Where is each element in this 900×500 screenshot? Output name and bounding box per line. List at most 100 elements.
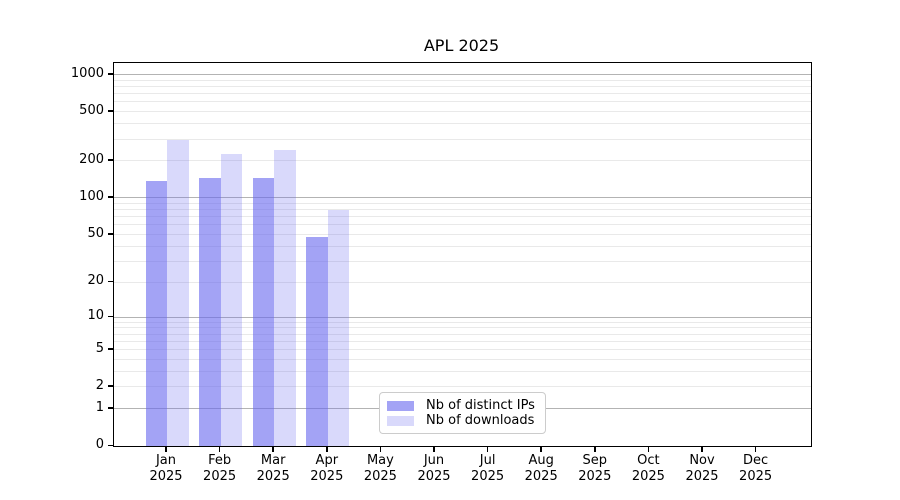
bar-downloads-mar [274, 150, 296, 446]
plot-area [113, 62, 812, 447]
legend-entry: Nb of distinct IPs [387, 398, 537, 413]
x-tick-label: Oct 2025 [620, 453, 676, 485]
grid-line-minor [114, 386, 811, 388]
x-tick-year: 2025 [524, 469, 558, 484]
legend: Nb of distinct IPs Nb of downloads [379, 392, 546, 434]
x-tick-year: 2025 [149, 469, 183, 484]
y-tick-mark [108, 407, 113, 409]
bar-downloads-feb [220, 153, 243, 446]
grid-line-minor [114, 160, 811, 162]
y-tick-mark [108, 110, 113, 112]
x-tick-mark [754, 446, 757, 452]
x-tick-year: 2025 [685, 469, 719, 484]
grid-line-minor [114, 93, 811, 95]
grid-line-minor [114, 281, 811, 283]
grid-line-minor [114, 358, 811, 360]
y-tick-label: 100 [79, 188, 104, 204]
grid-line-minor [114, 234, 811, 236]
grid-line-minor [114, 202, 811, 204]
y-tick-label: 20 [87, 273, 104, 289]
x-tick-mark [647, 446, 650, 452]
grid-line-minor [114, 101, 811, 103]
chart-title: APL 2025 [423, 36, 500, 55]
x-tick-label: Dec 2025 [728, 453, 784, 485]
y-tick-label: 1 [95, 399, 104, 415]
x-tick-year: 2025 [578, 469, 612, 484]
x-tick-month: Jun [423, 453, 445, 468]
legend-swatch [387, 415, 414, 426]
grid-line-minor [114, 333, 811, 335]
x-tick-month: Dec [743, 453, 769, 468]
x-tick-month: Nov [689, 453, 715, 468]
grid-line-minor [114, 209, 811, 211]
grid-line-minor [114, 327, 811, 329]
grid-line-minor [114, 138, 811, 140]
x-tick-label: Aug 2025 [513, 453, 569, 485]
grid-line-minor [114, 111, 811, 113]
x-tick-mark [701, 446, 703, 452]
grid-line-minor [114, 370, 811, 372]
grid-line-minor [114, 245, 811, 247]
y-tick-mark [108, 444, 113, 446]
x-tick-month: Feb [208, 453, 232, 468]
x-tick-mark [326, 446, 328, 452]
grid-line-minor [114, 349, 811, 351]
x-tick-year: 2025 [203, 469, 237, 484]
x-tick-month: Oct [637, 453, 660, 468]
y-tick-label: 0 [95, 437, 104, 452]
x-tick-label: Jul 2025 [460, 453, 516, 485]
x-tick-label: Feb 2025 [192, 453, 248, 485]
x-tick-month: Aug [528, 453, 554, 468]
bar-distinct-ips-mar [252, 178, 275, 446]
legend-label: Nb of distinct IPs [426, 398, 535, 413]
grid-line-minor [114, 260, 811, 262]
x-tick-label: Jun 2025 [406, 453, 462, 485]
y-tick-mark [108, 196, 113, 198]
x-tick-year: 2025 [256, 469, 290, 484]
y-tick-label: 500 [79, 102, 104, 118]
x-tick-mark [540, 446, 542, 452]
y-tick-mark [108, 280, 113, 283]
grid-line-minor [114, 321, 811, 323]
x-tick-month: Mar [260, 453, 286, 468]
grid-line-minor [114, 123, 811, 125]
x-tick-month: Apr [315, 453, 339, 468]
y-tick-mark [108, 348, 113, 350]
legend-swatch [387, 400, 414, 411]
x-tick-year: 2025 [363, 469, 397, 484]
x-tick-label: Apr 2025 [299, 453, 355, 485]
y-tick-mark [108, 385, 113, 387]
grid-line-minor [114, 216, 811, 218]
y-tick-label: 1000 [70, 65, 104, 81]
bar-distinct-ips-apr [306, 236, 328, 446]
x-tick-year: 2025 [417, 469, 451, 484]
x-tick-month: Jul [479, 453, 496, 468]
y-tick-label: 5 [95, 340, 104, 356]
bar-downloads-apr [327, 210, 350, 446]
x-tick-year: 2025 [471, 469, 505, 484]
x-tick-month: Jan [155, 453, 177, 468]
legend-entry: Nb of downloads [387, 413, 537, 428]
bar-distinct-ips-feb [199, 178, 221, 446]
x-tick-label: Jan 2025 [138, 453, 194, 485]
x-tick-mark [594, 446, 596, 452]
y-tick-mark [108, 233, 113, 235]
grid-line-major [114, 197, 811, 199]
x-tick-month: Sep [582, 453, 608, 468]
x-tick-label: Nov 2025 [674, 453, 730, 485]
legend-label: Nb of downloads [426, 413, 535, 428]
x-tick-year: 2025 [739, 469, 773, 484]
x-tick-mark [218, 446, 221, 452]
y-tick-label: 50 [87, 225, 104, 241]
grid-line-minor [114, 86, 811, 88]
x-tick-mark [165, 446, 167, 452]
grid-line-major [114, 316, 811, 318]
x-tick-mark [433, 446, 435, 452]
grid-line-minor [114, 79, 811, 81]
x-tick-mark [486, 446, 489, 452]
bar-distinct-ips-jan [145, 181, 167, 446]
x-tick-label: May 2025 [352, 453, 408, 485]
x-tick-month: May [366, 453, 394, 468]
grid-line-major [114, 74, 811, 76]
